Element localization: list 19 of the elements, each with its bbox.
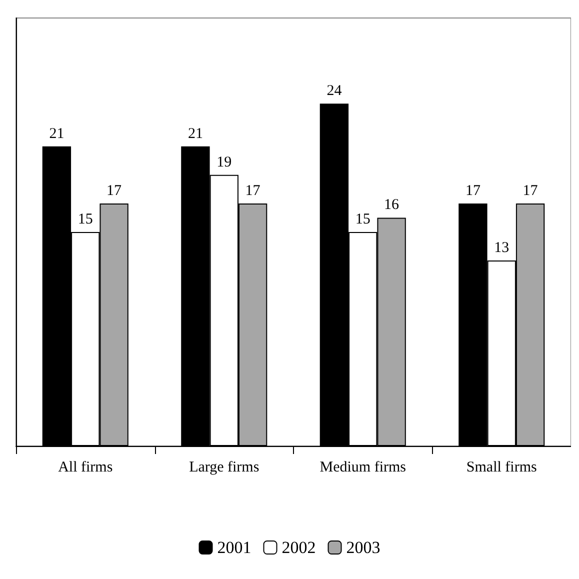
data-label: 17 xyxy=(465,182,481,199)
data-label: 24 xyxy=(326,83,342,100)
data-label: 15 xyxy=(78,212,93,228)
data-label: 21 xyxy=(49,126,64,142)
legend-label: 2003 xyxy=(346,538,380,557)
data-label: 13 xyxy=(494,240,510,256)
x-tick-label: Small firms xyxy=(466,460,537,476)
data-label: 17 xyxy=(522,182,538,199)
x-tick-label: All firms xyxy=(58,460,113,476)
data-label: 16 xyxy=(384,197,400,214)
x-tick-label: Large firms xyxy=(189,460,260,476)
data-label: 19 xyxy=(216,154,232,170)
x-tick-label: Medium firms xyxy=(320,460,406,476)
data-label: 17 xyxy=(106,182,122,199)
legend-label: 2002 xyxy=(282,538,316,557)
data-label: 17 xyxy=(245,182,261,199)
data-label: 21 xyxy=(188,126,203,142)
legend-label: 2001 xyxy=(217,538,252,557)
data-label: 15 xyxy=(355,212,370,228)
